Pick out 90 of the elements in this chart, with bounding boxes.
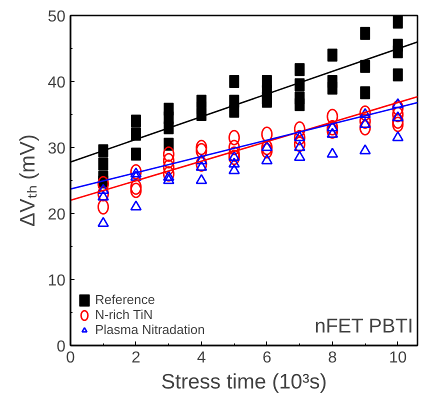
point	[327, 48, 338, 62]
point	[228, 157, 240, 168]
point	[326, 121, 338, 132]
x-tick-label: 2	[132, 350, 141, 366]
point	[294, 121, 306, 137]
y-tick-label: 10	[48, 272, 66, 290]
point	[359, 120, 371, 136]
y-tick-label: 50	[48, 8, 66, 26]
legend-label: Reference	[95, 292, 155, 307]
legend-label: Plasma Nitradation	[95, 322, 205, 337]
x-tick-label: 10	[388, 350, 407, 366]
y-tick-label: 20	[48, 206, 66, 224]
y-axis-title: ΔVₜₕ (mV)	[16, 134, 40, 227]
x-tick-label: 8	[328, 350, 337, 366]
point	[360, 86, 370, 100]
point	[229, 104, 240, 118]
point	[196, 143, 208, 159]
point	[326, 128, 338, 138]
point	[130, 164, 142, 180]
point	[327, 82, 338, 95]
point	[262, 94, 272, 108]
point	[130, 167, 142, 178]
point	[98, 158, 108, 170]
point	[326, 120, 338, 136]
point	[261, 143, 273, 159]
point	[130, 200, 142, 211]
point	[97, 216, 109, 228]
point	[228, 130, 240, 146]
point	[196, 140, 208, 156]
point	[196, 156, 208, 172]
annotation: nFET PBTI	[314, 316, 414, 338]
point	[359, 144, 371, 154]
point	[196, 174, 208, 184]
point	[228, 164, 240, 174]
point	[97, 199, 109, 215]
point	[228, 150, 240, 162]
point	[130, 148, 141, 161]
y-tick-label: 0	[56, 338, 66, 356]
point	[228, 150, 240, 166]
point	[392, 111, 404, 122]
point	[294, 131, 306, 142]
point	[392, 68, 403, 82]
point	[294, 140, 306, 152]
point	[162, 152, 174, 168]
point	[360, 60, 370, 73]
point	[359, 105, 371, 121]
point	[392, 131, 404, 142]
point	[326, 148, 338, 158]
point	[229, 75, 240, 88]
point	[294, 136, 306, 152]
point	[294, 130, 306, 146]
point	[162, 170, 174, 181]
point	[97, 176, 109, 192]
y-tick-label: 40	[48, 74, 66, 92]
point	[294, 98, 305, 112]
point	[261, 154, 273, 164]
point	[130, 114, 141, 128]
point	[359, 118, 371, 128]
point	[392, 100, 404, 116]
point	[392, 116, 404, 132]
y-tick-label: 30	[48, 140, 66, 158]
point	[261, 140, 273, 152]
point	[196, 154, 208, 164]
point	[162, 146, 174, 162]
point	[130, 179, 142, 195]
point	[130, 170, 142, 181]
point	[392, 106, 404, 122]
point	[228, 140, 240, 156]
point	[359, 113, 371, 129]
point	[326, 108, 338, 124]
point	[130, 182, 142, 198]
point	[162, 174, 174, 184]
point	[97, 190, 109, 201]
point	[162, 160, 174, 176]
point	[294, 63, 305, 76]
point	[196, 160, 208, 171]
point	[97, 184, 109, 194]
point	[294, 150, 306, 162]
point	[261, 140, 273, 156]
x-tick-label: 6	[262, 350, 272, 366]
point	[162, 166, 174, 182]
x-axis-title: Stress time (10³s)	[161, 370, 327, 394]
point	[392, 113, 404, 129]
point	[359, 108, 371, 118]
point	[392, 16, 403, 29]
legend-label: N-rich TiN	[95, 307, 153, 322]
x-tick-label: 4	[196, 350, 206, 366]
point	[392, 98, 404, 108]
point	[360, 26, 370, 40]
point	[261, 126, 273, 142]
